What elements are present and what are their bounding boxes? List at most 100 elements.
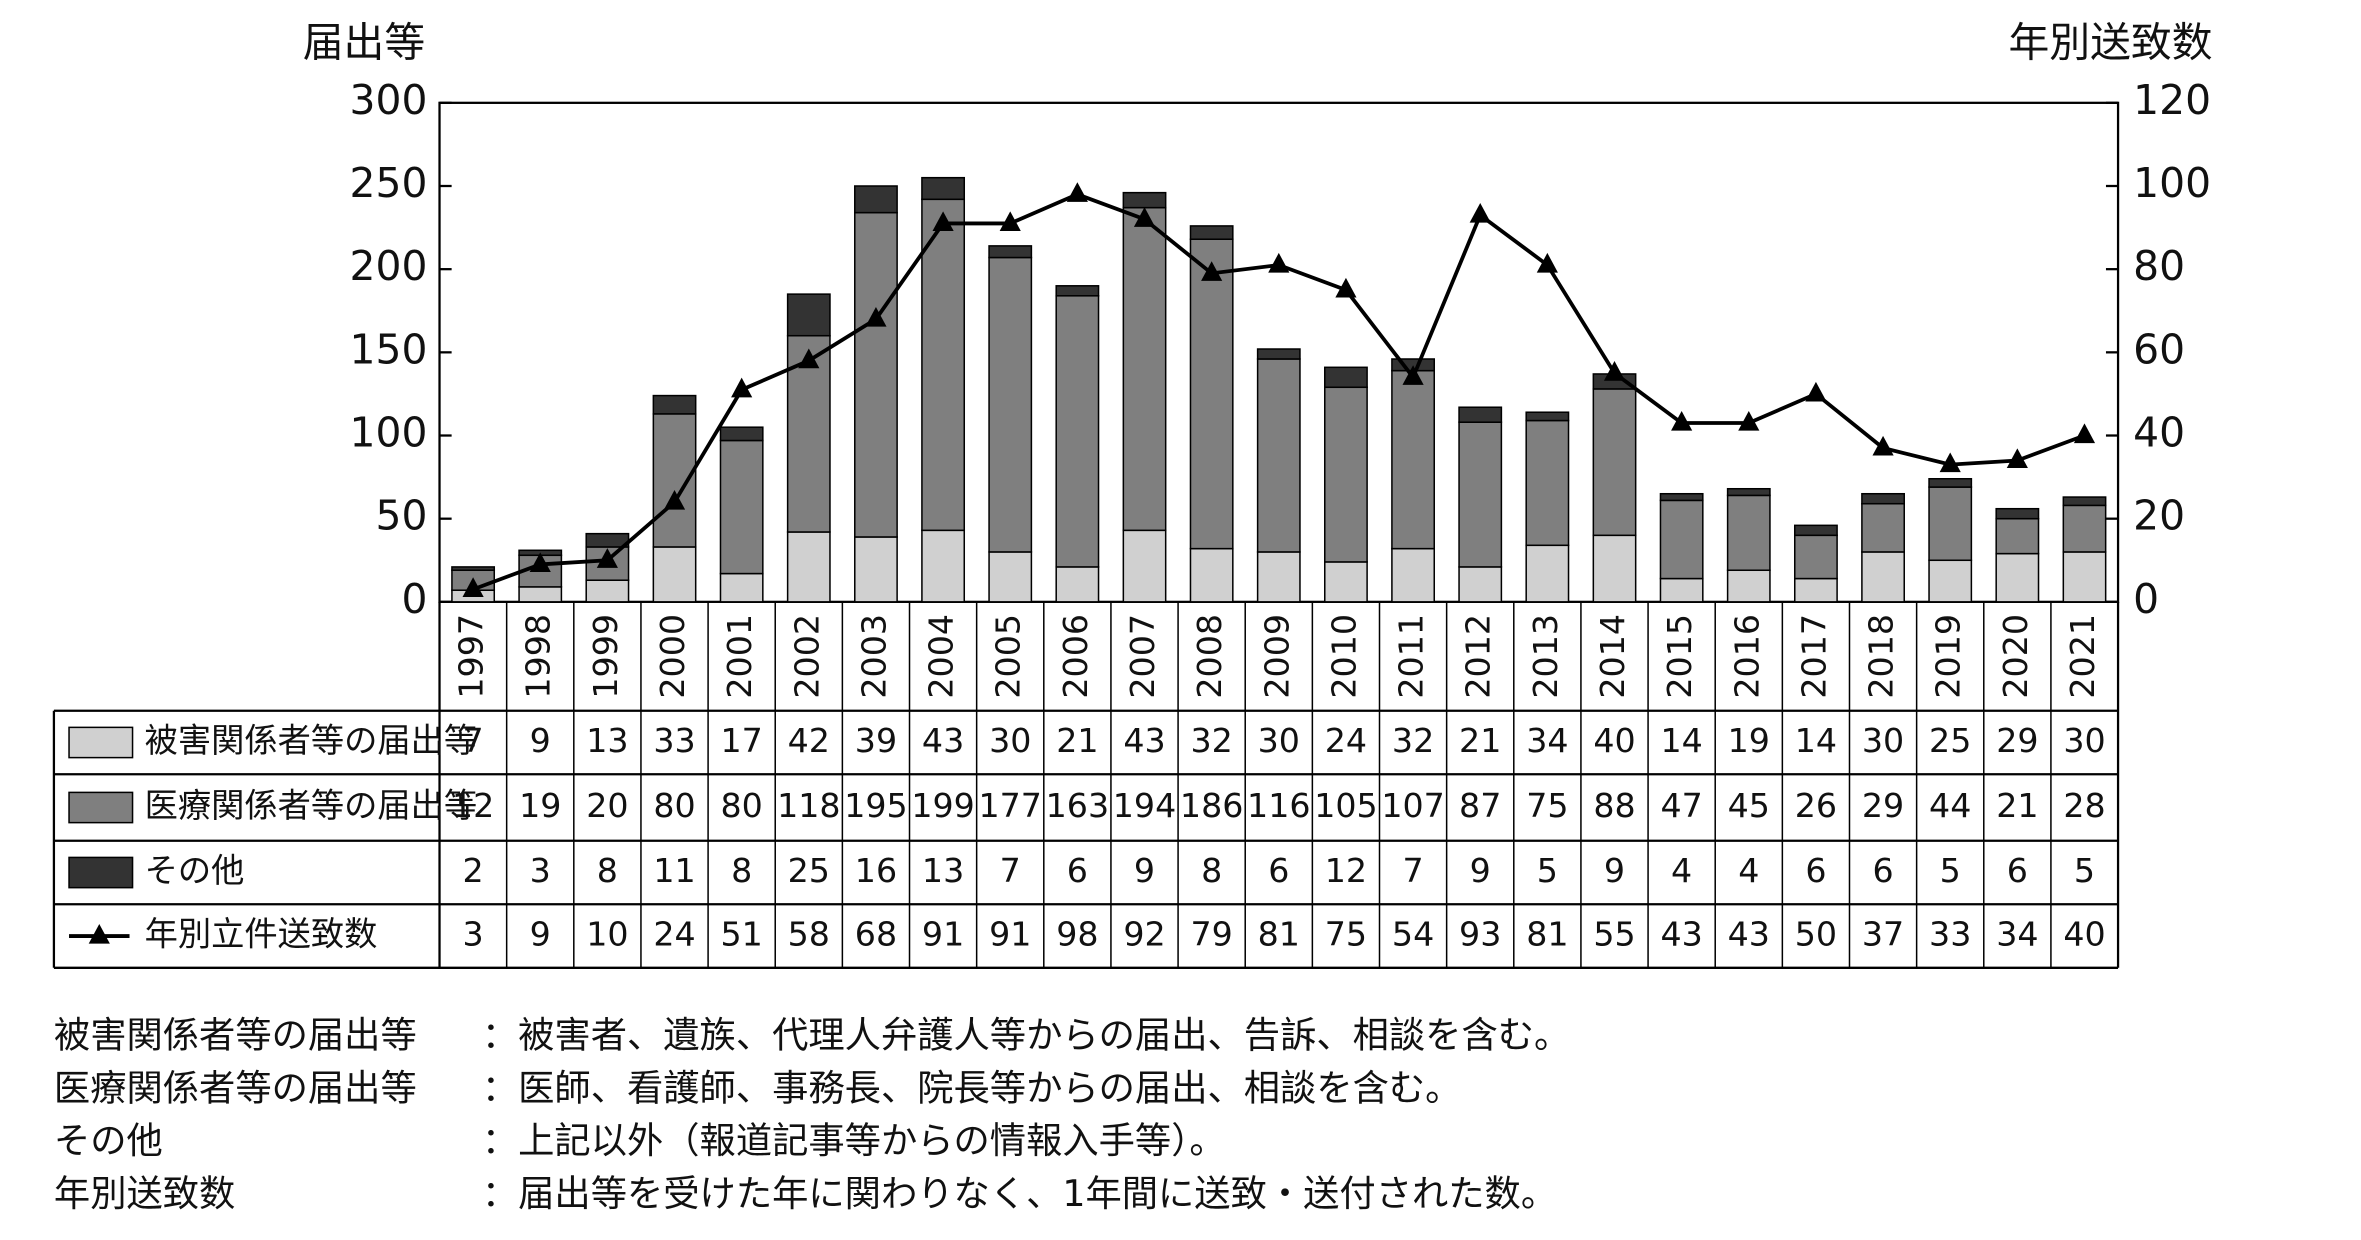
note-desc: ：被害者、遺族、代理人弁護人等からの届出、告訴、相談を含む。 <box>482 1013 1570 1056</box>
bar-segment <box>1793 534 1838 580</box>
bar-segment <box>1324 386 1368 563</box>
x-tick-label: 2014 <box>1593 614 1632 699</box>
table-cell: 7 <box>1402 851 1423 890</box>
table-cell: 32 <box>1190 721 1232 760</box>
table-cell: 34 <box>1526 721 1568 760</box>
table-cell: 5 <box>2074 851 2095 890</box>
table-cell: 75 <box>1325 915 1367 954</box>
legend-label: 年別立件送致数 <box>145 915 378 954</box>
line-marker <box>1603 361 1626 381</box>
table-cell: 33 <box>1929 915 1971 954</box>
line-marker <box>999 211 1021 231</box>
legend-label: 医療関係者等の届出等 <box>145 786 478 825</box>
table-cell: 13 <box>922 851 964 890</box>
bar-segment <box>719 572 764 603</box>
line-marker <box>731 377 753 398</box>
table-cell: 80 <box>721 786 763 825</box>
table-cell: 7 <box>1000 851 1021 890</box>
line-marker <box>798 348 820 369</box>
table-cell: 10 <box>586 915 628 954</box>
table-cell: 6 <box>1268 851 1289 890</box>
bar-segment <box>719 439 764 575</box>
line-marker <box>1066 182 1088 202</box>
bar-segment <box>719 426 764 442</box>
table-cell: 47 <box>1660 786 1702 825</box>
table-cell: 9 <box>530 915 551 954</box>
line-marker <box>932 211 954 231</box>
line-marker <box>1939 452 1961 473</box>
table-cell: 93 <box>1459 915 1501 954</box>
table-cell: 5 <box>1940 851 1961 890</box>
table-cell: 20 <box>586 786 628 825</box>
note-term: 被害関係者等の届出等 <box>54 1013 417 1056</box>
bar-segment <box>1189 225 1234 240</box>
bar-segment <box>1592 534 1637 603</box>
table-cell: 30 <box>1862 721 1904 760</box>
line-marker <box>529 552 551 572</box>
bar-segment <box>1189 238 1234 550</box>
bar-segment <box>1928 486 1973 562</box>
bar-segment <box>921 176 966 201</box>
table-cell: 12 <box>1325 851 1367 890</box>
table-cell: 81 <box>1526 915 1568 954</box>
line-marker <box>1738 410 1760 431</box>
x-tick-label: 2013 <box>1526 614 1565 699</box>
bar-segment <box>921 198 966 532</box>
bar-segment <box>1122 206 1167 532</box>
bar-segment <box>1659 492 1704 502</box>
table-cell: 195 <box>844 786 907 825</box>
x-tick-label: 1998 <box>519 614 558 699</box>
y2-tick-label: 20 <box>2133 492 2185 540</box>
table-cell: 88 <box>1593 786 1635 825</box>
table-cell: 81 <box>1258 915 1300 954</box>
table-cell: 6 <box>1872 851 1893 890</box>
table-cell: 30 <box>989 721 1031 760</box>
y-axis-title: 届出等 <box>303 18 425 66</box>
table-cell: 28 <box>2063 786 2105 825</box>
legend-label: 被害関係者等の届出等 <box>145 721 478 760</box>
table-cell: 9 <box>530 721 551 760</box>
table-cell: 107 <box>1381 786 1444 825</box>
x-tick-label: 2000 <box>653 614 692 699</box>
bar-segment <box>854 185 898 214</box>
bar-segment <box>921 529 966 603</box>
table-cell: 19 <box>519 786 561 825</box>
bar-segment <box>1256 551 1301 603</box>
bar-segment <box>1726 487 1771 497</box>
legend-swatch <box>68 726 134 759</box>
x-tick-label: 2021 <box>2063 614 2102 699</box>
bar-segment <box>988 256 1033 553</box>
bar-segment <box>1726 569 1771 603</box>
legend-label: その他 <box>145 851 245 890</box>
line-marker <box>1469 203 1491 223</box>
table-cell: 3 <box>463 915 484 954</box>
table-cell: 118 <box>777 786 840 825</box>
table-cell: 21 <box>1996 786 2038 825</box>
y-tick-label: 0 <box>401 575 427 623</box>
x-tick-label: 1997 <box>452 614 491 699</box>
table-cell: 25 <box>1929 721 1971 760</box>
table-cell: 43 <box>922 721 964 760</box>
bar-segment <box>1391 369 1436 550</box>
line-marker <box>1133 207 1156 227</box>
table-cell: 3 <box>530 851 551 890</box>
y-tick-label: 200 <box>350 242 428 290</box>
table-cell: 7 <box>463 721 484 760</box>
note-term: その他 <box>54 1119 163 1162</box>
bar-segment <box>786 531 831 603</box>
bar-segment <box>1995 552 2040 603</box>
line-marker <box>462 577 484 597</box>
x-tick-label: 2018 <box>1862 614 1901 699</box>
line-marker <box>2073 423 2096 444</box>
x-tick-label: 2006 <box>1056 614 1095 699</box>
bar-segment <box>1122 529 1167 603</box>
table-cell: 80 <box>653 786 695 825</box>
bar-segment <box>1458 406 1503 423</box>
x-tick-label: 2008 <box>1190 614 1229 699</box>
table-cell: 24 <box>1325 721 1367 760</box>
line-marker <box>1201 261 1223 281</box>
bar-segment <box>1122 191 1167 209</box>
table-cell: 92 <box>1123 915 1165 954</box>
bar-segment <box>1525 411 1570 422</box>
x-tick-label: 2001 <box>720 614 759 699</box>
